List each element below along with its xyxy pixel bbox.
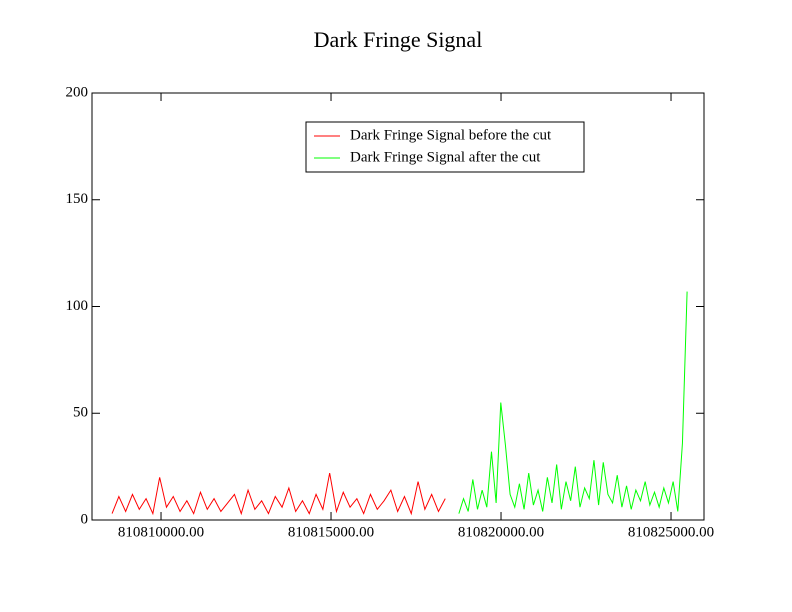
x-tick-label: 810820000.00: [458, 524, 544, 540]
x-tick-label: 810810000.00: [118, 524, 204, 540]
legend-label: Dark Fringe Signal after the cut: [350, 149, 541, 165]
x-tick-label: 810825000.00: [628, 524, 714, 540]
y-tick-label: 150: [66, 191, 89, 207]
y-tick-label: 0: [81, 511, 89, 527]
data-line: [458, 291, 688, 514]
y-tick-label: 50: [73, 405, 88, 421]
legend: Dark Fringe Signal before the cut Dark Fr…: [305, 121, 585, 173]
y-tick-label: 200: [66, 84, 89, 100]
legend-label: Dark Fringe Signal before the cut: [350, 127, 552, 143]
chart-title: Dark Fringe Signal: [314, 27, 483, 52]
y-tick-label: 100: [66, 298, 89, 314]
data-line: [111, 472, 446, 516]
legend-box: [305, 121, 585, 173]
x-tick-label: 810815000.00: [288, 524, 374, 540]
